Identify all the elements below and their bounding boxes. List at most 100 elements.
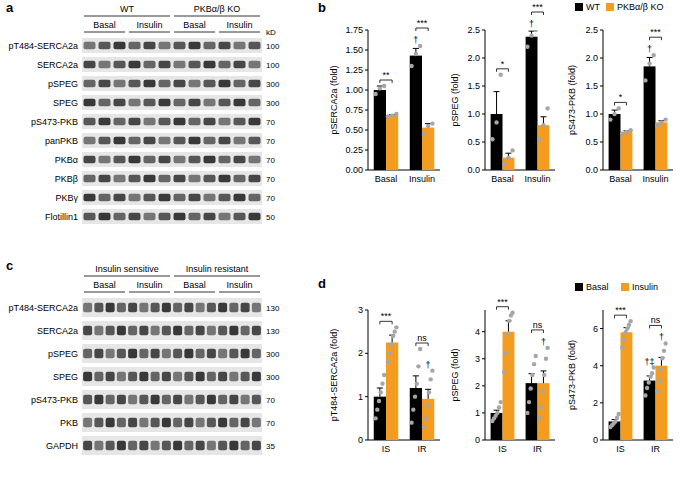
band: [144, 42, 156, 50]
y-tick-label: 1.5: [467, 81, 480, 91]
plot-area: [490, 311, 550, 440]
band: [84, 61, 96, 69]
band: [129, 175, 141, 183]
band: [252, 441, 261, 451]
data-point: [499, 400, 503, 404]
data-point: [612, 112, 616, 116]
band: [159, 175, 171, 183]
row-label: Flotillin1: [45, 212, 78, 222]
y-tick: [600, 328, 603, 329]
annotation: †‡: [645, 357, 655, 367]
y-tick: [600, 365, 603, 366]
band: [234, 213, 246, 221]
bar: [538, 125, 550, 170]
error-bar: [425, 124, 431, 128]
x-tick-label: Insulin: [524, 174, 550, 184]
band: [114, 156, 126, 164]
band: [173, 349, 182, 359]
legend-label: Insulin: [632, 282, 658, 292]
band: [159, 118, 171, 126]
band: [207, 303, 216, 313]
band: [129, 194, 141, 202]
band: [106, 418, 115, 428]
data-point: [379, 390, 383, 394]
band: [218, 418, 227, 428]
annotation: ns: [533, 320, 543, 330]
band: [219, 42, 231, 50]
band: [229, 303, 238, 313]
data-point: [418, 44, 422, 48]
band: [204, 156, 216, 164]
band: [241, 395, 250, 405]
band: [114, 137, 126, 145]
y-tick-label: 0.0: [467, 165, 480, 175]
band: [174, 156, 186, 164]
band: [196, 441, 205, 451]
band: [144, 175, 156, 183]
y-tick: [365, 150, 368, 151]
row-label: pT484-SERCA2a: [8, 303, 78, 313]
data-point: [418, 347, 422, 351]
band: [196, 326, 205, 336]
mw-label: 70: [266, 419, 275, 428]
error-bar: [647, 57, 653, 66]
y-tick-label: 2.5: [467, 25, 480, 35]
membrane: [82, 344, 262, 363]
mw-label: 70: [266, 137, 275, 146]
membrane: [82, 152, 262, 167]
plot-area: [373, 44, 434, 170]
band: [139, 441, 148, 451]
band: [241, 303, 250, 313]
data-point: [422, 132, 426, 136]
band: [84, 194, 96, 202]
data-point: [415, 381, 419, 385]
band: [151, 395, 160, 405]
y-tick-label: 1.0: [467, 109, 480, 119]
data-point: [537, 416, 541, 420]
y-tick: [365, 90, 368, 91]
y-tick-label: 0.0: [585, 165, 598, 175]
y-tick: [482, 30, 485, 31]
band: [114, 42, 126, 50]
row-label: PKB: [60, 418, 78, 428]
band: [151, 418, 160, 428]
bracket: [380, 80, 392, 83]
band: [114, 175, 126, 183]
chart: 0.00.51.01.52.02.5pSPEG (fold)BasalInsul…: [450, 2, 555, 184]
x-tick-label: IS: [498, 444, 507, 454]
annotation: **: [382, 70, 390, 80]
condition-label: Basal: [93, 20, 116, 30]
band: [249, 213, 261, 221]
band: [162, 326, 171, 336]
annotation: †: [647, 44, 652, 54]
band: [219, 80, 231, 88]
band: [229, 395, 238, 405]
membrane: [82, 95, 262, 110]
band: [129, 137, 141, 145]
error-bar: [540, 371, 546, 383]
band: [159, 80, 171, 88]
condition-label: Insulin: [136, 20, 162, 30]
band: [196, 372, 205, 382]
band: [196, 303, 205, 313]
band: [173, 441, 182, 451]
data-point: [541, 123, 545, 127]
data-point: [409, 420, 413, 424]
data-point: [391, 334, 395, 338]
chart: 0246pS473-PKB (fold)ISIR†‡†***nsBasalIns…: [567, 282, 673, 454]
chart: 0.00.51.01.52.02.5pS473-PKB (fold)BasalI…: [567, 2, 673, 184]
group-label: Insulin resistant: [186, 264, 249, 274]
annotation: †: [541, 337, 546, 347]
data-point: [409, 64, 413, 68]
band: [99, 156, 111, 164]
band: [174, 137, 186, 145]
y-tick-label: 0.75: [345, 105, 363, 115]
band: [84, 156, 96, 164]
x-tick-label: IS: [616, 444, 625, 454]
chart: 01234pSPEG (fold)ISIR†***ns: [450, 297, 555, 454]
annotation: ***: [615, 305, 626, 315]
error-bar: [377, 86, 383, 90]
data-point: [428, 377, 432, 381]
band: [241, 418, 250, 428]
band: [196, 349, 205, 359]
